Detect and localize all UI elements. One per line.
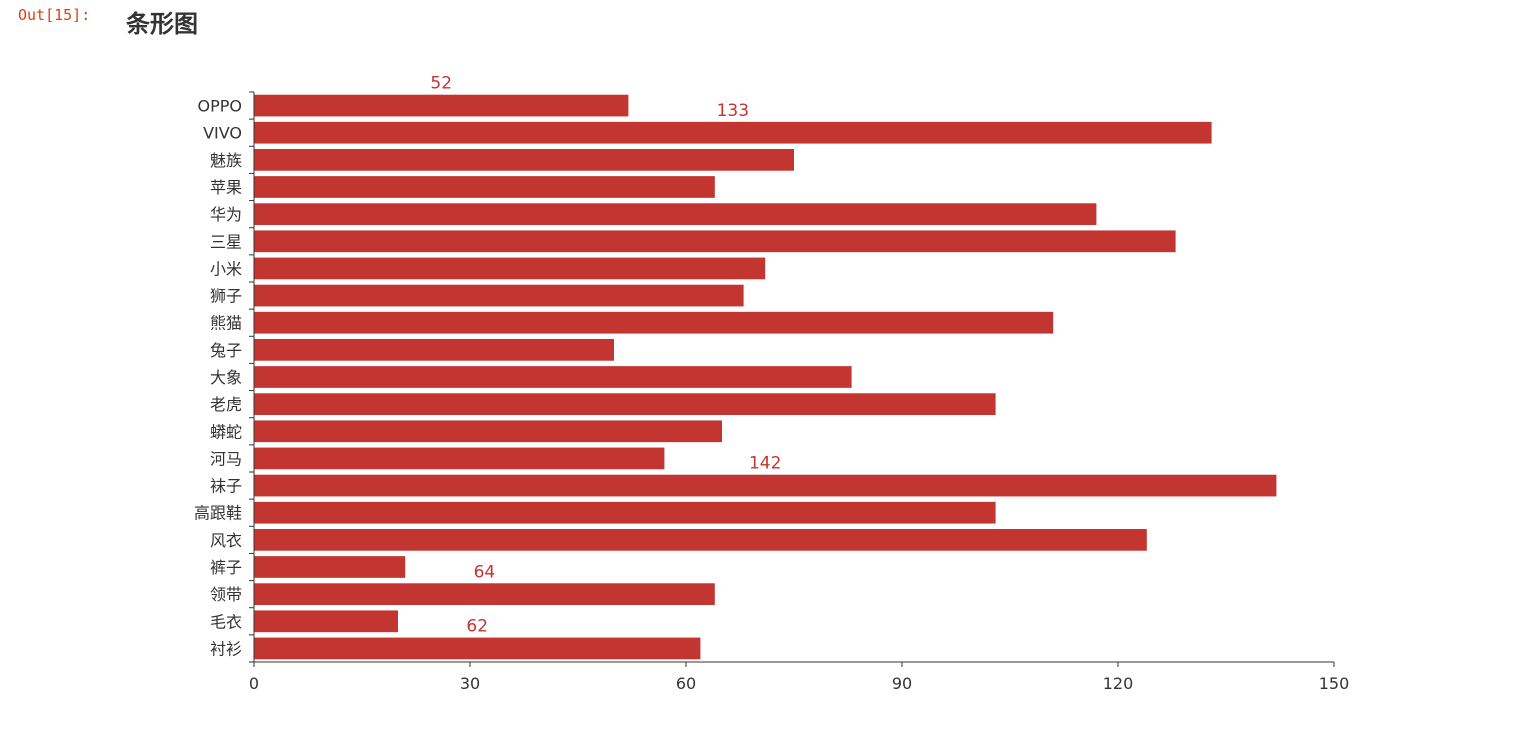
bar[interactable] — [254, 311, 1054, 334]
bar[interactable] — [254, 94, 629, 117]
x-tick-label: 90 — [892, 674, 912, 693]
y-tick-label: 兔子 — [210, 341, 242, 360]
y-tick-label: 苹果 — [210, 178, 242, 197]
bar[interactable] — [254, 149, 794, 171]
bar[interactable] — [254, 121, 1212, 144]
x-tick-label: 0 — [249, 674, 259, 693]
bar[interactable] — [254, 556, 406, 578]
chart-title: 条形图 — [126, 10, 198, 38]
data-label: 52 — [430, 74, 452, 94]
y-tick-label: 老虎 — [210, 395, 242, 414]
bar[interactable] — [254, 339, 614, 361]
bar[interactable] — [254, 393, 996, 415]
bar[interactable] — [254, 501, 996, 524]
x-tick-label: 120 — [1103, 674, 1134, 693]
bar[interactable] — [254, 203, 1097, 225]
bar[interactable] — [254, 284, 744, 307]
bar[interactable] — [254, 230, 1176, 253]
bar[interactable] — [254, 610, 398, 633]
bar[interactable] — [254, 176, 715, 198]
data-label: 62 — [466, 617, 488, 637]
y-tick-label: 华为 — [210, 205, 242, 224]
y-tick-label: 三星 — [210, 232, 242, 251]
bar[interactable] — [254, 583, 715, 605]
data-label: 64 — [474, 562, 496, 582]
data-label: 142 — [749, 454, 781, 474]
y-tick-label: 袜子 — [210, 477, 242, 496]
y-tick-label: 小米 — [210, 259, 242, 278]
bar[interactable] — [254, 529, 1147, 551]
bar[interactable] — [254, 257, 766, 280]
bar[interactable] — [254, 447, 665, 470]
y-tick-label: 风衣 — [210, 531, 242, 550]
bar[interactable] — [254, 366, 852, 388]
out-prompt: Out[15]: — [18, 6, 91, 24]
y-tick-label: 裤子 — [210, 558, 242, 577]
x-tick-label: 60 — [676, 674, 696, 693]
bar[interactable] — [254, 420, 722, 443]
data-label: 133 — [717, 101, 749, 121]
y-tick-label: VIVO — [203, 124, 242, 143]
y-tick-label: 衬衫 — [210, 639, 242, 658]
y-tick-label: 魅族 — [210, 151, 242, 170]
y-tick-label: 领带 — [210, 585, 242, 604]
y-tick-label: 河马 — [210, 449, 242, 468]
bar[interactable] — [254, 474, 1277, 497]
y-tick-label: 熊猫 — [210, 314, 242, 333]
y-tick-label: OPPO — [198, 97, 242, 116]
y-tick-label: 大象 — [210, 368, 242, 387]
y-tick-label: 毛衣 — [210, 612, 242, 631]
bar[interactable] — [254, 637, 701, 660]
x-tick-label: 30 — [460, 674, 480, 693]
y-tick-label: 狮子 — [210, 287, 242, 306]
y-tick-label: 高跟鞋 — [194, 504, 242, 523]
y-tick-label: 蟒蛇 — [210, 422, 242, 441]
x-tick-label: 150 — [1319, 674, 1350, 693]
